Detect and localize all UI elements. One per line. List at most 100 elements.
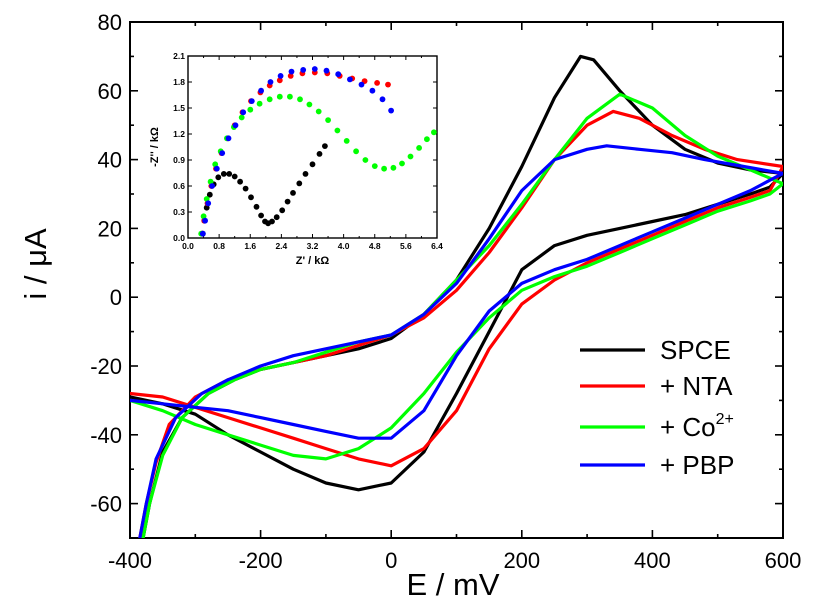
inset-point-co2 [334,127,341,134]
inset-point-co2 [362,157,369,163]
legend: SPCE + NTA + Co2+ + PBP [580,335,734,480]
inset-x-tick-label: 6.4 [431,241,443,251]
inset-point-spce [302,171,309,177]
inset-y-axis-title: -Z'' / kΩ [149,127,161,167]
inset-point-pbp [209,183,216,189]
legend-label-nta: + NTA [660,371,733,401]
inset-point-nta [385,81,391,88]
inset-x-tick-label: 3.2 [307,241,319,251]
inset-point-pbp [225,135,232,142]
inset-x-tick-label: 2.4 [275,241,287,251]
inset-point-spce [273,214,280,221]
main-series-group [130,54,783,538]
legend-label-pbp: + PBP [660,450,734,480]
inset-point-pbp [369,87,376,94]
inset-nyquist-plot: 0.0 0.8 1.6 2.4 3.2 4.0 4.8 5.6 6.4 0.0 0.3 0.6 0.9 1… [149,51,443,267]
x-tick-label: 600 [765,548,802,573]
inset-point-co2 [315,108,322,115]
inset-series-co2 [198,93,437,237]
inset-point-spce [269,218,275,225]
inset-point-nta [287,73,294,79]
inset-point-pbp [232,122,239,129]
inset-point-co2 [353,148,359,155]
inset-x-tick-label: 1.6 [244,241,256,251]
inset-point-spce [242,185,249,192]
inset-point-spce [253,203,260,210]
inset-point-pbp [335,71,342,78]
y-tick-label: -40 [90,423,122,448]
inset-point-spce [226,171,233,177]
inset-point-co2 [256,100,263,107]
inset-point-co2 [424,136,430,143]
inset-x-tick-label: 5.6 [400,241,412,251]
x-axis-title: E / mV [406,567,499,602]
inset-frame [187,55,438,239]
inset-point-spce [237,178,244,185]
x-tick-label: -200 [239,548,283,573]
inset-point-pbp [248,98,255,104]
inset-point-co2 [431,129,437,136]
inset-point-spce [290,190,296,196]
inset-point-pbp [219,150,226,157]
inset-point-co2 [297,96,303,103]
inset-x-tick-label: 4.8 [369,241,381,251]
inset-point-pbp [240,109,247,116]
inset-point-co2 [343,138,350,144]
inset-point-co2 [276,93,283,100]
x-tick-label: 200 [503,548,540,573]
inset-x-tick-label: 0.8 [213,241,225,251]
y-tick-label: 40 [98,148,122,173]
inset-point-spce [279,207,286,214]
inset-point-pbp [388,107,394,114]
legend-label-co2: + Co2+ [660,411,734,442]
inset-point-spce [206,191,213,198]
inset-point-co2 [399,160,405,167]
inset-point-pbp [199,230,206,237]
inset-point-co2 [390,164,397,171]
inset-point-pbp [379,96,386,103]
inset-point-co2 [287,93,293,100]
inset-point-co2 [371,163,378,170]
inset-point-spce [284,198,291,205]
y-tick-label: -60 [90,492,122,517]
inset-point-pbp [300,67,307,73]
inset-y-tick-label: 2.1 [173,51,185,61]
inset-point-co2 [381,165,387,172]
x-tick-label: -400 [108,548,152,573]
y-tick-label: 80 [98,10,122,35]
inset-point-co2 [407,153,414,160]
inset-point-pbp [347,76,353,83]
inset-x-tick-label: 4.0 [338,241,350,251]
inset-point-nta [276,77,283,84]
inset-point-co2 [416,145,422,151]
inset-y-tick-label: 1.2 [173,129,185,139]
inset-y-tick-label: 0.9 [173,155,185,165]
inset-point-pbp [358,81,365,88]
inset-point-pbp [311,66,318,72]
y-tick-label: 0 [110,285,122,310]
x-tick-label: 0 [385,548,397,573]
inset-y-tick-label: 0.3 [173,207,185,217]
inset-x-tick-label: 0.0 [182,241,194,251]
inset-point-spce [322,143,328,150]
inset-point-pbp [288,68,295,75]
inset-point-co2 [266,96,273,103]
inset-point-pbp [258,87,264,94]
y-tick-label: 60 [98,79,122,104]
x-tick-label: 400 [634,548,671,573]
inset-point-pbp [267,79,274,85]
y-tick-label: 20 [98,216,122,241]
inset-point-pbp [202,217,209,224]
inset-point-co2 [238,114,245,121]
inset-point-spce [231,173,238,180]
inset-point-co2 [247,106,254,113]
inset-point-pbp [277,73,284,79]
legend-label-spce: SPCE [660,335,731,365]
inset-x-axis-title: Z' / kΩ [296,255,330,267]
inset-point-spce [203,204,210,211]
inset-point-spce [316,151,323,157]
inset-point-co2 [325,117,331,123]
inset-point-pbp [205,200,212,207]
inset-point-spce [215,174,222,181]
